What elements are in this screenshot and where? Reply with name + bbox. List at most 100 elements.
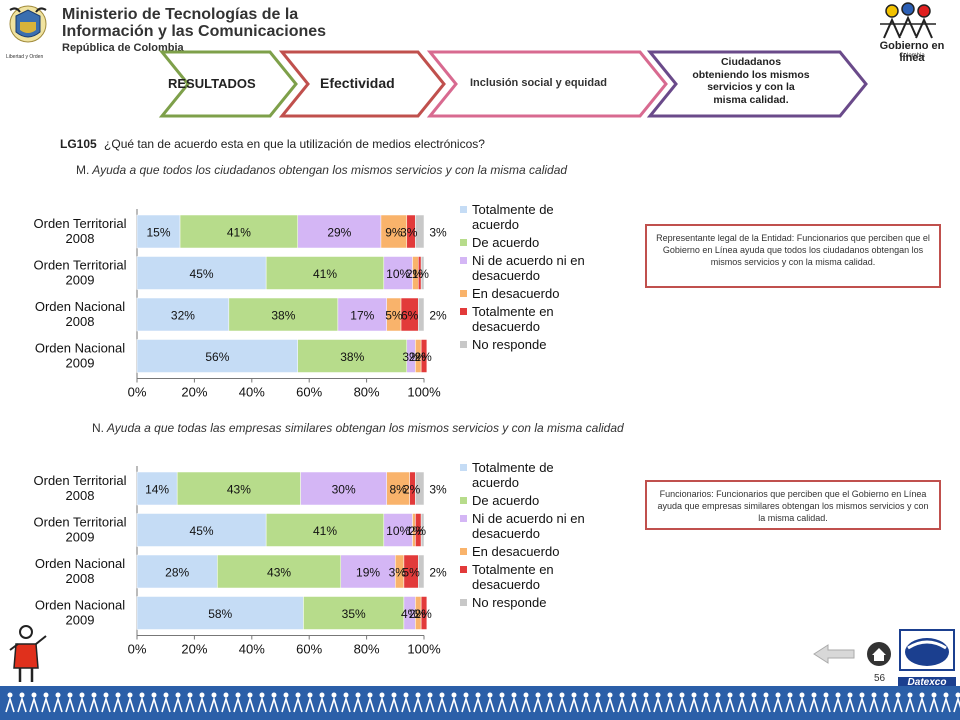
bar-segment — [420, 256, 425, 290]
band-figure-head — [391, 692, 397, 698]
x-tick-label: 60% — [296, 642, 322, 657]
tab-resultados[interactable]: RESULTADOS — [168, 76, 256, 91]
section-n-title: N. Ayuda a que todas las empresas simila… — [92, 421, 624, 435]
legend-swatch — [460, 341, 467, 348]
band-figure-head — [31, 692, 37, 698]
band-figure-head — [667, 692, 673, 698]
band-figure-head — [811, 692, 817, 698]
band-figure-head — [79, 692, 85, 698]
band-figure-head — [859, 692, 865, 698]
data-label: 2% — [403, 483, 421, 497]
band-figure-head — [487, 692, 493, 698]
band-figure-body — [665, 696, 675, 713]
band-figure-head — [847, 692, 853, 698]
bar-segment — [300, 471, 387, 506]
legend-label: acuerdo — [472, 475, 519, 490]
bar-segment — [418, 297, 425, 332]
x-tick-label: 80% — [354, 385, 380, 400]
band-figure-head — [7, 692, 13, 698]
legend-label: desacuerdo — [472, 268, 540, 283]
band-figure-head — [223, 692, 229, 698]
x-tick-label: 100% — [407, 385, 441, 400]
data-label: 2% — [409, 524, 427, 538]
tab-ciudadanos-line: Ciudadanos — [720, 56, 782, 68]
band-figure-body — [509, 696, 519, 713]
callout-n: Funcionarios: Funcionarios que perciben … — [645, 480, 941, 530]
band-figure-body — [65, 696, 75, 713]
bar-segment — [383, 256, 413, 290]
bar-segment — [383, 513, 413, 547]
band-figure-body — [485, 696, 495, 713]
band-figure-head — [619, 692, 625, 698]
legend-label: Totalmente de — [472, 460, 554, 475]
band-figure-head — [895, 692, 901, 698]
legend-swatch — [460, 548, 467, 555]
gel-logo-text: Gobierno en línea — [879, 40, 945, 64]
band-figure-head — [103, 692, 109, 698]
back-arrow-icon[interactable] — [812, 643, 856, 670]
band-figure-head — [955, 692, 960, 698]
category-label: 2009 — [66, 273, 95, 288]
data-label: 35% — [342, 607, 366, 621]
band-figure-body — [785, 696, 795, 713]
data-label: 14% — [145, 483, 169, 497]
category-label: Orden Nacional — [35, 598, 125, 613]
ministry-name-line2: Información y las Comunicaciones — [62, 23, 327, 40]
band-figure-body — [341, 696, 351, 713]
legend-label: desacuerdo — [472, 577, 540, 592]
band-figure-body — [149, 696, 159, 713]
crest-caption: Libertad y Orden — [6, 54, 44, 60]
category-label: 2008 — [66, 231, 95, 246]
bar-segment — [420, 339, 428, 373]
tab-ciudadanos-line: obteniendo los mismos — [692, 68, 810, 81]
category-label: Orden Territorial — [34, 216, 127, 231]
legend-label: Ni de acuerdo ni en — [472, 253, 585, 268]
legend-swatch — [460, 515, 467, 522]
data-label: 28% — [165, 566, 189, 580]
band-figure-body — [545, 696, 555, 713]
data-label: 41% — [313, 524, 337, 538]
data-label: 5% — [385, 309, 403, 323]
legend-swatch — [460, 566, 467, 573]
x-tick-label: 100% — [407, 642, 441, 657]
bar-segment — [136, 256, 267, 290]
x-tick-label: 0% — [128, 385, 147, 400]
band-figure-body — [689, 696, 699, 713]
band-figure-head — [655, 692, 661, 698]
band-figure-head — [883, 692, 889, 698]
data-label: 4% — [401, 607, 419, 621]
band-figure-head — [583, 692, 589, 698]
band-figure-body — [641, 696, 651, 713]
data-label: 2% — [414, 607, 432, 621]
band-figure-head — [595, 692, 601, 698]
band-figures — [5, 692, 960, 713]
band-figure-body — [881, 696, 891, 713]
category-label: 2009 — [66, 613, 95, 628]
category-label: Orden Nacional — [35, 341, 125, 356]
band-figure-body — [497, 696, 507, 713]
data-label: 2% — [429, 309, 447, 323]
band-figure-body — [401, 696, 411, 713]
tab-inclusion[interactable]: Inclusión social y equidad — [470, 77, 607, 89]
band-figure-body — [581, 696, 591, 713]
legend-swatch — [460, 308, 467, 315]
band-figure-body — [437, 696, 447, 713]
band-figure-head — [523, 692, 529, 698]
band-figure-body — [821, 696, 831, 713]
band-figure-body — [953, 696, 960, 713]
bar-segment — [418, 554, 425, 589]
bar-segment — [380, 214, 408, 249]
home-button[interactable] — [866, 640, 892, 675]
band-figure-body — [701, 696, 711, 713]
band-figure-head — [379, 692, 385, 698]
band-figure-body — [353, 696, 363, 713]
bar-segment — [303, 596, 405, 630]
band-figure-head — [331, 692, 337, 698]
tab-ciudadanos[interactable]: Ciudadanos obteniendo los mismos servici… — [676, 56, 826, 106]
band-figure-body — [185, 696, 195, 713]
question-row: LG105 ¿Qué tan de acuerdo esta en que la… — [60, 137, 485, 151]
datexco-globe-icon — [899, 629, 955, 671]
data-label: 41% — [313, 267, 337, 281]
band-figure-body — [389, 696, 399, 713]
tab-efectividad[interactable]: Efectividad — [320, 75, 395, 91]
